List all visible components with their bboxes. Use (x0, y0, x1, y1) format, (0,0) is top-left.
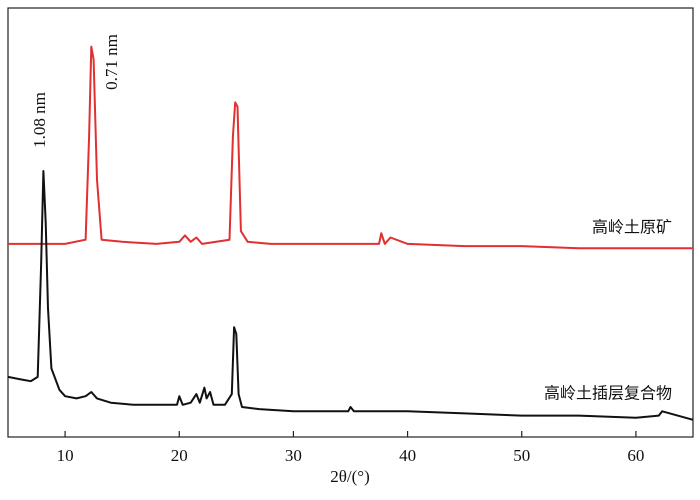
x-tick-label: 60 (627, 446, 644, 465)
annotation: 0.71 nm (102, 34, 121, 90)
x-tick-label: 10 (57, 446, 74, 465)
series-label: 高岭土插层复合物 (544, 384, 672, 403)
x-tick-label: 50 (513, 446, 530, 465)
x-tick-label: 30 (285, 446, 302, 465)
x-axis-label: 2θ/(°) (330, 467, 370, 486)
plot-frame (7, 7, 694, 438)
x-tick-label: 40 (399, 446, 416, 465)
x-tick-label: 20 (171, 446, 188, 465)
series-line (8, 45, 693, 250)
annotation: 1.08 nm (30, 92, 49, 148)
series-label: 高岭土原矿 (592, 218, 672, 237)
series-line (7, 170, 694, 421)
